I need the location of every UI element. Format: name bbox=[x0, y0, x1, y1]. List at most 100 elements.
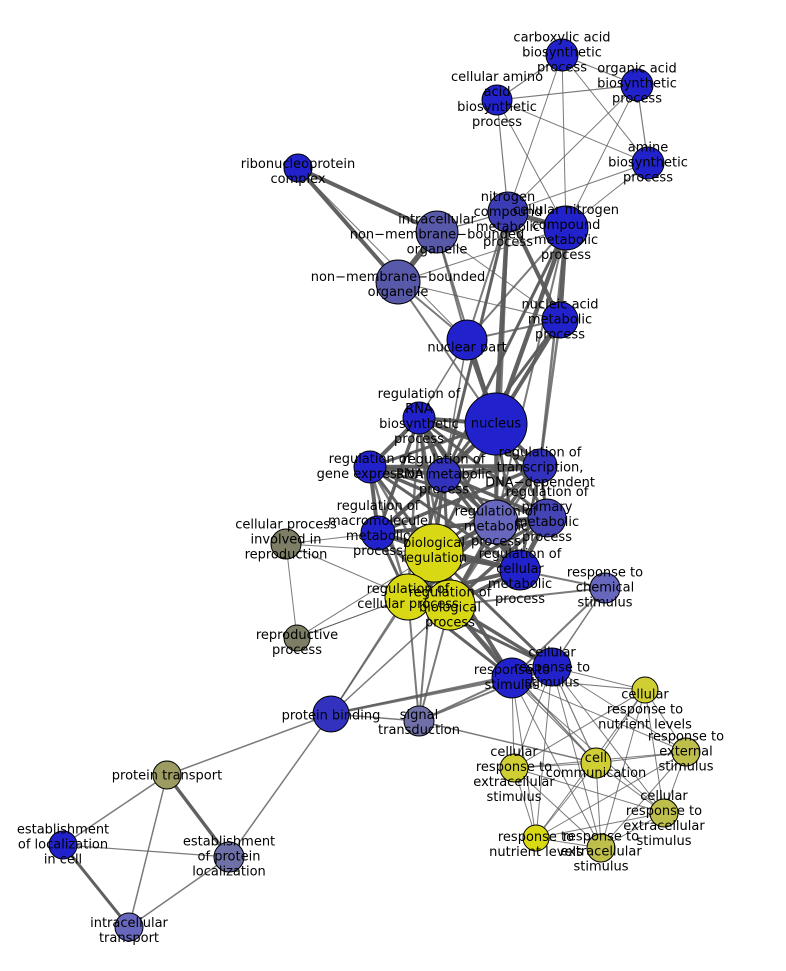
node-label-regulation_of_gene_expression: regulation of gene expression bbox=[316, 452, 424, 482]
graph-node-regulation_of_rna_biosynthetic_process[interactable] bbox=[402, 401, 436, 435]
graph-edge bbox=[538, 318, 562, 468]
graph-edge bbox=[551, 666, 687, 753]
graph-edge bbox=[165, 773, 231, 859]
graph-node-cellular_process_involved_in_reproduction[interactable] bbox=[270, 528, 302, 560]
node-label-response_to_chemical_stimulus: response to chemical stimulus bbox=[566, 565, 644, 611]
node-label-reproductive_process: reproductive process bbox=[255, 628, 339, 658]
graph-node-nucleus[interactable] bbox=[464, 392, 528, 456]
graph-node-amine_biosynthetic_process[interactable] bbox=[631, 146, 665, 180]
graph-node-cellular_response_to_nutrient_levels[interactable] bbox=[631, 676, 659, 704]
node-label-cellular_nitrogen_compound_metabolic_process: cellular nitrogen compound metabolic pro… bbox=[512, 203, 620, 263]
graph-edge bbox=[466, 211, 509, 341]
graph-node-ribonucleoprotein_complex[interactable] bbox=[283, 153, 313, 183]
node-label-cell_communication: cell communication bbox=[545, 751, 647, 781]
graph-edge bbox=[285, 543, 298, 639]
graph-edge bbox=[507, 54, 563, 213]
graph-edge bbox=[449, 587, 606, 606]
graph-node-cellular_response_to_external_stimulus[interactable] bbox=[649, 798, 679, 828]
graph-edge bbox=[166, 713, 332, 776]
nodes-group bbox=[48, 38, 701, 942]
node-label-response_to_stimulus: response to stimulus bbox=[473, 663, 551, 693]
graph-node-response_to_external_stimulus[interactable] bbox=[671, 737, 701, 767]
node-label-cellular_amino_acid_biosynthetic_process: cellular amino acid biosynthetic process bbox=[450, 70, 544, 130]
graph-node-regulation_of_rna_metabolic_process[interactable] bbox=[426, 457, 462, 493]
graph-node-intracellular_transport[interactable] bbox=[114, 912, 144, 942]
graph-node-regulation_of_metabolic_process[interactable] bbox=[473, 499, 519, 545]
node-label-organic_acid_biosynthetic_process: organic acid biosynthetic process bbox=[597, 61, 677, 107]
graph-node-cellular_response_to_stimulus[interactable] bbox=[532, 647, 572, 687]
graph-node-organic_acid_biosynthetic_process[interactable] bbox=[620, 68, 654, 102]
node-label-cellular_response_to_extracellular_stimulus: cellular response to extracellular stimu… bbox=[473, 745, 555, 805]
node-label-regulation_of_transcription_dna_dependent: regulation of transcription, DNA−depende… bbox=[485, 445, 595, 491]
graph-node-establishment_of_localization_in_cell[interactable] bbox=[48, 830, 78, 860]
node-label-cellular_response_to_nutrient_levels: cellular response to nutrient levels bbox=[598, 687, 692, 733]
graph-node-regulation_of_biological_process[interactable] bbox=[424, 579, 476, 631]
graph-edge bbox=[368, 465, 549, 520]
graph-edge bbox=[496, 84, 638, 101]
node-label-non_membrane_bounded_organelle: non−membrane−bounded organelle bbox=[310, 270, 486, 300]
graph-node-cellular_amino_acid_biosynthetic_process[interactable] bbox=[481, 84, 513, 116]
node-label-regulation_of_primary_metabolic_process: regulation of primary metabolic process bbox=[505, 485, 589, 545]
graph-edge bbox=[507, 162, 649, 213]
graph-node-response_to_extracellular_stimulus[interactable] bbox=[586, 833, 616, 863]
graph-edge bbox=[535, 751, 687, 839]
node-label-ribonucleoprotein_complex: ribonucleoprotein complex bbox=[240, 157, 356, 187]
graph-node-protein_transport[interactable] bbox=[152, 760, 182, 790]
node-label-nucleus: nucleus bbox=[470, 416, 522, 432]
graph-edge bbox=[128, 856, 230, 928]
graph-edge bbox=[644, 689, 665, 814]
graph-edge bbox=[397, 281, 561, 321]
graph-node-protein_binding[interactable] bbox=[312, 695, 350, 733]
graph-edge bbox=[511, 677, 687, 753]
node-label-carboxylic_acid_biosynthetic_process: carboxylic acid biosynthetic process bbox=[513, 30, 611, 76]
graph-node-nitrogen_compound_metabolic_process[interactable] bbox=[487, 191, 529, 233]
graph-edge bbox=[368, 465, 522, 572]
graph-edge bbox=[561, 54, 567, 229]
graph-edge bbox=[513, 767, 602, 849]
graph-node-carboxylic_acid_biosynthetic_process[interactable] bbox=[545, 38, 579, 72]
graph-edge bbox=[297, 167, 468, 341]
node-label-protein_binding: protein binding bbox=[281, 708, 381, 724]
graph-node-cell_communication[interactable] bbox=[580, 747, 612, 779]
graph-edge bbox=[495, 227, 567, 523]
graph-node-regulation_of_transcription_dna_dependent[interactable] bbox=[522, 448, 558, 484]
node-label-cellular_response_to_stimulus: cellular response to stimulus bbox=[513, 645, 591, 691]
graph-node-regulation_of_macromolecule_metabolic_process[interactable] bbox=[360, 515, 396, 551]
graph-node-nucleic_acid_metabolic_process[interactable] bbox=[541, 301, 579, 339]
graph-node-response_to_nutrient_levels[interactable] bbox=[522, 824, 550, 852]
node-label-establishment_of_localization_in_cell: establishment of localization in cell bbox=[16, 822, 110, 868]
graph-node-non_membrane_bounded_organelle[interactable] bbox=[375, 259, 421, 305]
graph-node-cellular_response_to_extracellular_stimulus[interactable] bbox=[499, 753, 529, 783]
graph-edge bbox=[511, 587, 606, 679]
graph-edge bbox=[376, 464, 542, 535]
node-label-regulation_of_cellular_metabolic_process: regulation of cellular metabolic process bbox=[478, 547, 562, 607]
graph-node-establishment_of_protein_localization[interactable] bbox=[213, 841, 245, 873]
node-label-establishment_of_protein_localization: establishment of protein localization bbox=[182, 834, 276, 880]
node-label-signal_transduction: signal transduction bbox=[378, 708, 460, 738]
graph-node-regulation_of_primary_metabolic_process[interactable] bbox=[527, 498, 567, 538]
graph-node-intracellular_non_membrane_bounded_organelle[interactable] bbox=[415, 210, 459, 254]
graph-edge bbox=[535, 812, 665, 839]
graph-edge bbox=[296, 166, 439, 234]
graph-node-biological_regulation[interactable] bbox=[404, 523, 464, 583]
graph-edge bbox=[513, 689, 646, 769]
graph-node-response_to_chemical_stimulus[interactable] bbox=[589, 572, 621, 604]
node-label-cellular_response_to_external_stimulus: cellular response to extracellular stimu… bbox=[623, 789, 705, 849]
graph-edge bbox=[466, 227, 567, 341]
graph-edge bbox=[368, 465, 498, 524]
node-label-response_to_external_stimulus: response to external stimulus bbox=[647, 729, 725, 775]
node-label-regulation_of_metabolic_process: regulation of metabolic process bbox=[454, 504, 538, 550]
graph-node-cellular_nitrogen_compound_metabolic_process[interactable] bbox=[543, 205, 589, 251]
node-label-protein_transport: protein transport bbox=[111, 768, 223, 784]
graph-node-regulation_of_gene_expression[interactable] bbox=[353, 450, 387, 484]
graph-node-response_to_stimulus[interactable] bbox=[491, 657, 533, 699]
graph-edge bbox=[561, 54, 649, 164]
graph-node-signal_transduction[interactable] bbox=[403, 705, 435, 737]
node-label-amine_biosynthetic_process: amine biosynthetic process bbox=[608, 140, 688, 186]
graph-edge bbox=[443, 339, 468, 476]
graph-node-nuclear_part[interactable] bbox=[446, 319, 488, 361]
graph-node-reproductive_process[interactable] bbox=[283, 624, 311, 652]
graph-node-regulation_of_cellular_metabolic_process[interactable] bbox=[499, 549, 541, 591]
